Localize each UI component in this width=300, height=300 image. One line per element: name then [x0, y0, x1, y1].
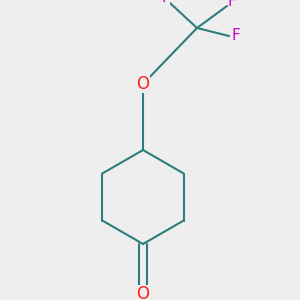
- Text: F: F: [162, 0, 170, 5]
- Text: O: O: [136, 285, 149, 300]
- Text: F: F: [232, 28, 240, 44]
- Text: O: O: [136, 75, 149, 93]
- Text: F: F: [228, 0, 236, 8]
